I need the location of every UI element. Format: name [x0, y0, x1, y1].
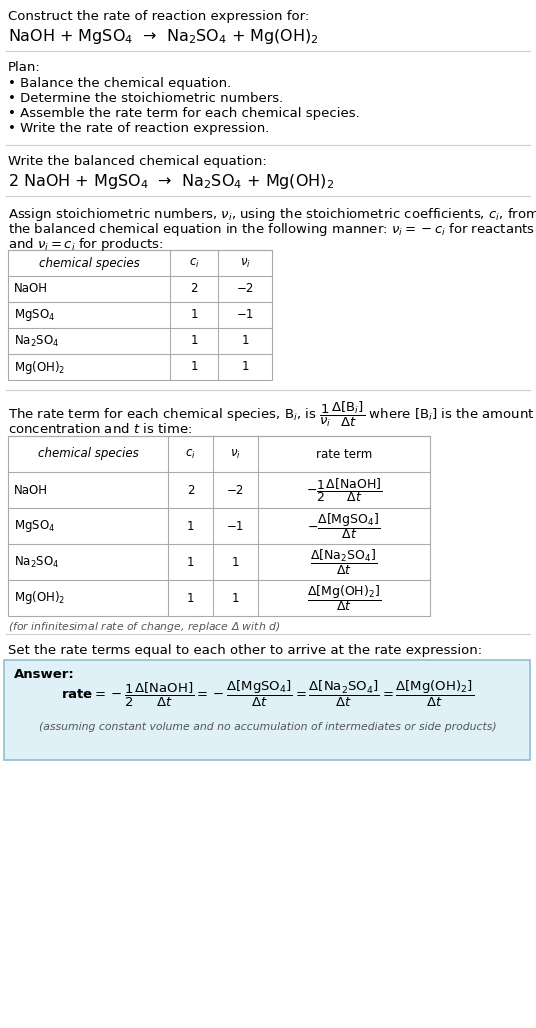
Text: rate term: rate term — [316, 447, 372, 461]
Text: $\mathbf{rate} = -\dfrac{1}{2}\dfrac{\Delta[\mathrm{NaOH}]}{\Delta t} = -\dfrac{: $\mathbf{rate} = -\dfrac{1}{2}\dfrac{\De… — [62, 678, 474, 709]
Text: • Write the rate of reaction expression.: • Write the rate of reaction expression. — [8, 122, 270, 135]
Bar — [8, 250, 272, 380]
Text: concentration and $t$ is time:: concentration and $t$ is time: — [8, 423, 192, 436]
Text: $\nu_i$: $\nu_i$ — [240, 256, 250, 269]
Text: −1: −1 — [236, 308, 254, 322]
Text: $\dfrac{\Delta[\mathrm{Mg(OH)_2}]}{\Delta t}$: $\dfrac{\Delta[\mathrm{Mg(OH)_2}]}{\Delt… — [307, 583, 381, 613]
Text: 2: 2 — [187, 483, 194, 497]
Text: • Determine the stoichiometric numbers.: • Determine the stoichiometric numbers. — [8, 91, 283, 105]
Text: NaOH: NaOH — [14, 483, 48, 497]
Text: $c_i$: $c_i$ — [185, 447, 196, 461]
Text: 2 NaOH + MgSO$_4$  →  Na$_2$SO$_4$ + Mg(OH)$_2$: 2 NaOH + MgSO$_4$ → Na$_2$SO$_4$ + Mg(OH… — [8, 172, 334, 191]
Text: Set the rate terms equal to each other to arrive at the rate expression:: Set the rate terms equal to each other t… — [8, 644, 482, 657]
Text: $-\dfrac{1}{2}\dfrac{\Delta[\mathrm{NaOH}]}{\Delta t}$: $-\dfrac{1}{2}\dfrac{\Delta[\mathrm{NaOH… — [306, 476, 382, 504]
Text: • Assemble the rate term for each chemical species.: • Assemble the rate term for each chemic… — [8, 107, 360, 120]
Text: 1: 1 — [187, 591, 194, 604]
Text: −1: −1 — [227, 519, 244, 533]
Text: $c_i$: $c_i$ — [189, 256, 199, 269]
Text: −2: −2 — [227, 483, 244, 497]
Text: MgSO$_4$: MgSO$_4$ — [14, 518, 55, 534]
Text: $\dfrac{\Delta[\mathrm{Na_2SO_4}]}{\Delta t}$: $\dfrac{\Delta[\mathrm{Na_2SO_4}]}{\Delt… — [310, 548, 377, 577]
Text: NaOH + MgSO$_4$  →  Na$_2$SO$_4$ + Mg(OH)$_2$: NaOH + MgSO$_4$ → Na$_2$SO$_4$ + Mg(OH)$… — [8, 27, 319, 46]
Text: Construct the rate of reaction expression for:: Construct the rate of reaction expressio… — [8, 10, 309, 23]
Text: (assuming constant volume and no accumulation of intermediates or side products): (assuming constant volume and no accumul… — [39, 722, 497, 732]
Text: and $\nu_i = c_i$ for products:: and $\nu_i = c_i$ for products: — [8, 236, 163, 253]
Text: Mg(OH)$_2$: Mg(OH)$_2$ — [14, 359, 65, 375]
Text: Na$_2$SO$_4$: Na$_2$SO$_4$ — [14, 333, 59, 348]
Text: (for infinitesimal rate of change, replace Δ with $d$): (for infinitesimal rate of change, repla… — [8, 620, 280, 634]
Text: Plan:: Plan: — [8, 61, 41, 74]
Bar — [8, 436, 430, 616]
Text: 1: 1 — [241, 334, 249, 347]
Text: Answer:: Answer: — [14, 668, 75, 681]
Text: 1: 1 — [190, 308, 198, 322]
Text: MgSO$_4$: MgSO$_4$ — [14, 307, 55, 323]
Text: Na$_2$SO$_4$: Na$_2$SO$_4$ — [14, 554, 59, 570]
Text: 1: 1 — [190, 361, 198, 373]
Text: $-\dfrac{\Delta[\mathrm{MgSO_4}]}{\Delta t}$: $-\dfrac{\Delta[\mathrm{MgSO_4}]}{\Delta… — [307, 511, 381, 541]
Text: 1: 1 — [241, 361, 249, 373]
Text: Mg(OH)$_2$: Mg(OH)$_2$ — [14, 589, 65, 607]
Text: NaOH: NaOH — [14, 283, 48, 295]
Text: 1: 1 — [187, 555, 194, 568]
Text: 1: 1 — [232, 591, 239, 604]
Text: Write the balanced chemical equation:: Write the balanced chemical equation: — [8, 155, 267, 168]
Text: −2: −2 — [236, 283, 254, 295]
Text: chemical species: chemical species — [39, 257, 139, 269]
Text: 1: 1 — [232, 555, 239, 568]
Text: Assign stoichiometric numbers, $\nu_i$, using the stoichiometric coefficients, $: Assign stoichiometric numbers, $\nu_i$, … — [8, 206, 536, 223]
Text: • Balance the chemical equation.: • Balance the chemical equation. — [8, 77, 231, 90]
Bar — [4, 660, 530, 760]
Text: The rate term for each chemical species, B$_i$, is $\dfrac{1}{\nu_i}\dfrac{\Delt: The rate term for each chemical species,… — [8, 400, 534, 430]
Text: the balanced chemical equation in the following manner: $\nu_i = -c_i$ for react: the balanced chemical equation in the fo… — [8, 221, 535, 238]
Text: 1: 1 — [187, 519, 194, 533]
Text: 1: 1 — [190, 334, 198, 347]
Text: 2: 2 — [190, 283, 198, 295]
Text: $\nu_i$: $\nu_i$ — [230, 447, 241, 461]
Text: chemical species: chemical species — [38, 447, 138, 461]
